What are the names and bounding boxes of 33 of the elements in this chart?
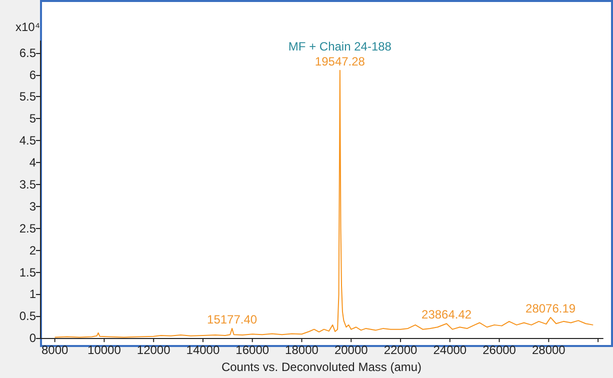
y-tick-label: 4 [29, 156, 36, 170]
x-tick-label: 10000 [88, 343, 122, 358]
y-tick-label: 1.5 [19, 265, 36, 280]
y-tick-label: 6 [29, 68, 36, 82]
y-tick-label: 1 [29, 287, 36, 302]
x-tick-label: 14000 [186, 343, 220, 358]
annotation: 15177.40 [207, 312, 258, 326]
line-series [54, 70, 594, 338]
x-tick-label: 16000 [236, 343, 270, 358]
x-tick-label: 22000 [384, 343, 418, 358]
annotation: 23864.42 [422, 308, 472, 322]
x-axis-title: Counts vs. Deconvoluted Mass (amu) [221, 360, 422, 374]
x-tick-label: 20000 [334, 343, 368, 358]
x-tick-label: 18000 [285, 343, 319, 358]
y-tick-label: 5 [29, 112, 36, 126]
y-tick-label: 0.5 [19, 309, 36, 324]
y-tick-label: 2.5 [19, 221, 36, 236]
annotation: 28076.19 [526, 301, 576, 316]
y-tick-label: 6.5 [19, 46, 36, 60]
annotation: 19547.28 [314, 54, 366, 68]
y-tick-label: 0 [29, 331, 36, 346]
y-tick-label: 4.5 [19, 134, 36, 148]
y-tick-label: 3.5 [19, 178, 36, 192]
annotation: MF + Chain 24-188 [288, 39, 392, 54]
y-tick-label: 3 [29, 199, 36, 214]
x-tick-label: 28000 [532, 343, 566, 358]
y-axis-title: x10⁴ [15, 20, 40, 34]
y-tick-label: 2 [29, 243, 36, 258]
x-tick-label: 26000 [482, 343, 516, 358]
x-tick-label: 12000 [136, 343, 171, 358]
x-tick-label: 8000 [41, 343, 68, 358]
y-tick-label: 5.5 [19, 90, 36, 104]
x-tick-label: 24000 [433, 343, 467, 358]
